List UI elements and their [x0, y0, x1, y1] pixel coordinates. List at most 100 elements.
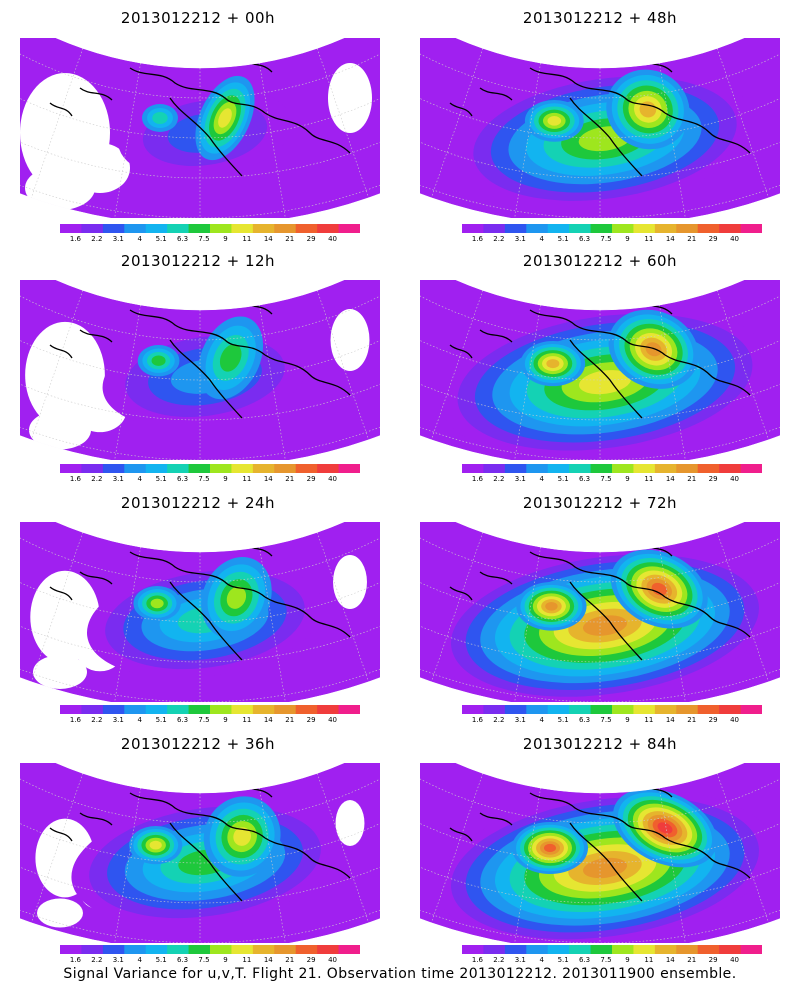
parallel-line — [20, 38, 380, 99]
colorbar-tick-label: 11 — [644, 235, 654, 243]
coastline — [449, 102, 473, 117]
panel-title-72h: 2013012212 + 72h — [522, 494, 678, 512]
colorbar-swatch — [317, 705, 339, 714]
colorbar-swatch — [633, 705, 656, 714]
colorbar-tick-label: 2.2 — [493, 475, 505, 483]
colorbar-swatch — [547, 945, 570, 954]
colorbar-tick-label: 11 — [644, 956, 654, 964]
colorbar-swatch — [547, 464, 570, 473]
low-variance-gap — [25, 166, 95, 210]
colorbar-swatch — [483, 705, 506, 714]
colorbar-swatch — [569, 224, 591, 233]
colorbar-tick-label: 4 — [539, 716, 544, 724]
panel-title-24h: 2013012212 + 24h — [120, 494, 276, 512]
variance-maximum — [645, 342, 662, 357]
colorbar-48h — [462, 224, 762, 233]
colorbar-tick-label: 29 — [306, 475, 316, 483]
colorbar-swatch — [633, 464, 656, 473]
colorbar-tick-label: 11 — [242, 475, 252, 483]
colorbar-swatch — [569, 945, 591, 954]
panel-title-36h: 2013012212 + 36h — [120, 735, 276, 753]
colorbar-tick-label: 1.6 — [471, 956, 483, 964]
colorbar-tick-label: 6.3 — [578, 716, 591, 724]
colorbar-tick-label: 21 — [687, 235, 697, 243]
colorbar-swatch — [483, 945, 506, 954]
colorbar-swatch — [167, 945, 189, 954]
colorbar-labels-12h: 1.6 2.2 3.1 4 5.1 6.3 7.5 9 11 14 21 29 40 — [60, 475, 360, 485]
coastline — [169, 339, 243, 419]
colorbar-tick-label: 1.6 — [69, 235, 81, 243]
colorbar-tick-label: 4 — [539, 235, 544, 243]
colorbar-swatch — [338, 705, 360, 714]
colorbar-swatch — [719, 464, 741, 473]
colorbar-swatch — [740, 464, 762, 473]
parallel-line — [420, 522, 780, 583]
colorbar-tick-label: 14 — [665, 475, 675, 483]
colorbar-00h — [60, 224, 360, 233]
colorbar-swatch — [740, 705, 762, 714]
panel-title-00h: 2013012212 + 00h — [120, 9, 276, 27]
colorbar-swatch — [338, 945, 360, 954]
colorbar-swatch — [167, 224, 189, 233]
colorbar-swatch — [590, 945, 613, 954]
colorbar-swatch — [102, 705, 125, 714]
colorbar-tick-label: 40 — [328, 475, 338, 483]
colorbar-tick-label: 40 — [730, 716, 740, 724]
colorbar-swatch — [124, 224, 147, 233]
colorbar-swatch — [317, 464, 339, 473]
parallel-line — [420, 763, 780, 824]
coastline — [129, 551, 266, 598]
colorbar-swatch — [697, 705, 720, 714]
low-variance-gap — [29, 410, 91, 450]
colorbar-tick-label: 2.2 — [493, 235, 505, 243]
map-border — [20, 280, 380, 460]
colorbar-swatch — [504, 464, 527, 473]
parallel-line — [20, 763, 380, 824]
low-variance-gap — [37, 898, 83, 928]
colorbar-swatch — [740, 224, 762, 233]
colorbar-swatch — [295, 464, 318, 473]
colorbar-swatch — [295, 945, 318, 954]
colorbar-swatch — [633, 945, 656, 954]
colorbar-12h — [60, 464, 360, 473]
colorbar-tick-label: 29 — [708, 475, 718, 483]
colorbar-swatch — [462, 705, 484, 714]
colorbar-tick-label: 3.1 — [112, 475, 124, 483]
coastline — [264, 354, 351, 396]
map-panel-00h — [20, 38, 380, 218]
colorbar-swatch — [145, 464, 168, 473]
map-border — [420, 38, 780, 218]
coastline — [529, 309, 666, 356]
coastline — [479, 812, 513, 826]
colorbar-tick-label: 2.2 — [493, 716, 505, 724]
colorbar-swatch — [188, 464, 211, 473]
colorbar-tick-label: 5.1 — [557, 956, 569, 964]
colorbar-swatch — [483, 224, 506, 233]
colorbar-tick-label: 6.3 — [176, 956, 189, 964]
colorbar-tick-label: 3.1 — [514, 716, 526, 724]
map-border — [420, 763, 780, 943]
colorbar-tick-label: 14 — [263, 716, 273, 724]
colorbar-swatch — [210, 224, 232, 233]
colorbar-tick-label: 7.5 — [198, 235, 210, 243]
colorbar-tick-label: 5.1 — [155, 956, 167, 964]
coastline — [569, 339, 643, 419]
map-panel-72h — [420, 522, 780, 702]
colorbar-swatch — [654, 945, 677, 954]
colorbar-swatch — [295, 224, 318, 233]
colorbar-tick-label: 9 — [223, 235, 228, 243]
map-panel-36h — [20, 763, 380, 943]
colorbar-tick-label: 4 — [137, 235, 142, 243]
low-variance-gap — [328, 63, 372, 133]
coastline — [49, 827, 73, 842]
coastline — [664, 596, 751, 638]
colorbar-tick-label: 40 — [730, 956, 740, 964]
parallel-line — [20, 280, 380, 341]
colorbar-swatch — [124, 945, 147, 954]
parallel-line — [420, 78, 780, 179]
colorbar-tick-label: 11 — [644, 716, 654, 724]
colorbar-tick-label: 29 — [708, 956, 718, 964]
parallel-line — [420, 38, 780, 99]
coastline — [129, 67, 266, 114]
colorbar-swatch — [81, 224, 104, 233]
